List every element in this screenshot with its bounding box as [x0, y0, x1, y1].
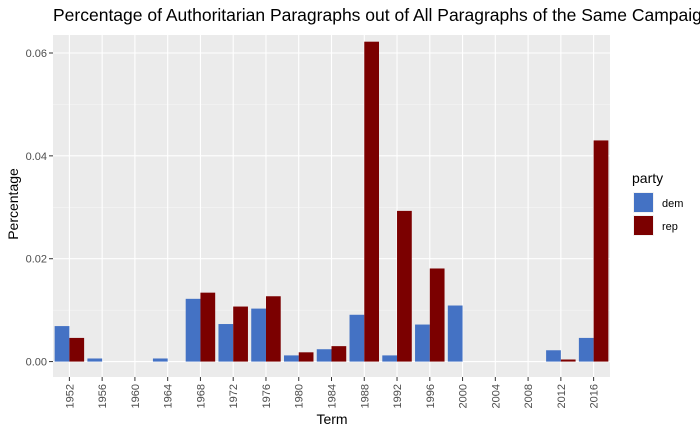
bar-dem-1988 [349, 314, 365, 362]
bars [54, 41, 609, 362]
bar-rep-1992 [397, 210, 412, 362]
bar-dem-1984 [316, 349, 332, 362]
bar-dem-1996 [415, 324, 430, 362]
bar-dem-2012 [546, 350, 561, 362]
x-tick-label: 2016 [589, 384, 601, 408]
x-tick-label: 1996 [425, 384, 437, 408]
bar-rep-1984 [331, 346, 347, 362]
bar-rep-1968 [200, 292, 216, 362]
x-tick-label: 1980 [294, 384, 306, 408]
y-tick-label: 0.06 [26, 48, 47, 60]
chart-title: Percentage of Authoritarian Paragraphs o… [53, 5, 700, 25]
y-axis-title: Percentage [5, 168, 21, 240]
bar-dem-1964 [152, 358, 168, 362]
bar-dem-1968 [185, 298, 201, 362]
legend-title: party [632, 170, 663, 186]
x-tick-label: 1964 [163, 384, 175, 408]
x-tick-label: 1968 [195, 384, 207, 408]
bar-rep-1976 [265, 296, 281, 362]
plot-panel [53, 35, 610, 377]
bar-rep-2012 [560, 359, 576, 362]
y-tick-label: 0.04 [26, 151, 47, 163]
bar-rep-1996 [429, 268, 445, 362]
bar-dem-1980 [283, 355, 299, 362]
bar-dem-1972 [218, 324, 234, 362]
x-tick-label: 2012 [556, 384, 568, 408]
x-tick-label: 2004 [490, 384, 502, 408]
legend-swatch-dem [634, 193, 653, 212]
bar-dem-2016 [578, 337, 594, 362]
x-tick-label: 1952 [64, 384, 76, 408]
x-tick-label: 2000 [458, 384, 470, 408]
legend-label-dem: dem [662, 198, 683, 210]
x-tick-label: 1960 [130, 384, 142, 408]
x-tick-label: 1992 [392, 384, 404, 408]
x-tick-label: 1976 [261, 384, 273, 408]
bar-rep-1952 [69, 337, 85, 362]
bar-dem-1952 [54, 326, 70, 362]
legend: party dem rep [632, 170, 683, 236]
x-tick-label: 1984 [327, 384, 339, 408]
bar-dem-1992 [382, 355, 398, 362]
x-tick-label: 1956 [97, 384, 109, 408]
y-tick-label: 0.00 [26, 357, 47, 369]
bar-dem-1976 [251, 308, 266, 362]
x-tick-label: 1972 [228, 384, 240, 408]
bar-rep-2016 [593, 140, 609, 362]
bar-dem-1956 [87, 358, 103, 362]
axes: 0.00 0.02 0.04 0.06 1952 1956 1960 1964 1968 1972… [26, 48, 601, 408]
bar-rep-1980 [298, 352, 314, 362]
legend-swatch-rep [634, 216, 653, 235]
x-tick-label: 2008 [523, 384, 535, 408]
bar-rep-1988 [364, 41, 380, 362]
bar-dem-2000 [447, 305, 463, 362]
x-tick-label: 1988 [359, 384, 371, 408]
y-tick-label: 0.02 [26, 254, 47, 266]
bar-rep-1972 [233, 306, 248, 362]
x-axis-title: Term [316, 411, 347, 427]
legend-label-rep: rep [662, 221, 678, 233]
